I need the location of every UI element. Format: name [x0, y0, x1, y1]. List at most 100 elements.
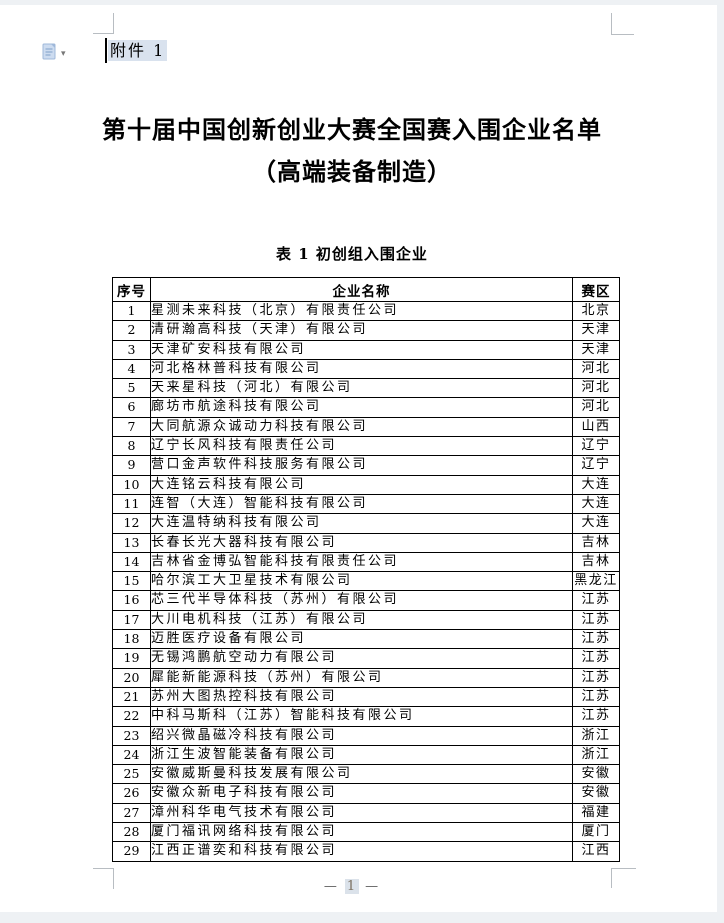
column-header-no: 序号	[112, 277, 151, 302]
row-number: 22	[112, 706, 151, 727]
region: 大连	[572, 513, 620, 534]
document-page[interactable]: ▾ 附件 1 第十届中国创新创业大赛全国赛入围企业名单 （高端装备制造） 表 1…	[0, 5, 717, 912]
region: 河北	[572, 397, 620, 418]
table-row: 14 吉林省金博弘智能科技有限责任公司 吉林	[112, 551, 620, 573]
company-name: 苏州大图热控科技有限公司	[150, 686, 573, 708]
row-number: 24	[112, 744, 151, 766]
region: 天津	[572, 339, 620, 360]
company-name: 天来星科技（河北）有限公司	[150, 378, 573, 399]
company-name: 吉林省金博弘智能科技有限责任公司	[150, 551, 573, 573]
table-row: 5 天来星科技（河北）有限公司 河北	[112, 378, 620, 399]
table-row: 11 连智（大连）智能科技有限公司 大连	[112, 493, 620, 515]
table-row: 17 大川电机科技（江苏）有限公司 江苏	[112, 609, 620, 631]
region: 天津	[572, 320, 620, 341]
region: 安徽	[572, 764, 620, 785]
region: 山西	[572, 416, 620, 438]
attachment-label-text: 附件 1	[108, 40, 168, 61]
table-row: 1 星测未来科技（北京）有限责任公司 北京	[112, 300, 620, 322]
row-number: 29	[112, 841, 151, 862]
row-number: 21	[112, 686, 151, 708]
row-number: 13	[112, 532, 151, 553]
region: 江西	[572, 841, 620, 862]
row-number: 10	[112, 474, 151, 495]
table-row: 23 绍兴微晶磁冷科技有限公司 浙江	[112, 725, 620, 746]
document-title-line1: 第十届中国创新创业大赛全国赛入围企业名单	[102, 115, 602, 144]
row-number: 18	[112, 629, 151, 650]
company-name: 大川电机科技（江苏）有限公司	[150, 609, 573, 631]
row-number: 7	[112, 416, 151, 438]
text-boundary-mark-bottom-right	[611, 868, 636, 888]
company-name: 无锡鸿鹏航空动力有限公司	[150, 648, 573, 669]
region: 江苏	[572, 686, 620, 708]
company-name: 天津矿安科技有限公司	[150, 339, 573, 360]
company-name: 长春长光大器科技有限公司	[150, 532, 573, 553]
table-row: 21 苏州大图热控科技有限公司 江苏	[112, 686, 620, 708]
region: 大连	[572, 493, 620, 515]
company-name: 厦门福讯网络科技有限公司	[150, 822, 573, 843]
row-number: 14	[112, 551, 151, 573]
document-title: 第十届中国创新创业大赛全国赛入围企业名单 （高端装备制造）	[93, 109, 611, 193]
row-number: 16	[112, 590, 151, 611]
region: 江苏	[572, 667, 620, 688]
table-row: 3 天津矿安科技有限公司 天津	[112, 339, 620, 360]
table-row: 19 无锡鸿鹏航空动力有限公司 江苏	[112, 648, 620, 669]
table-row: 24 浙江生波智能装备有限公司 浙江	[112, 744, 620, 766]
company-table-body: 1 星测未来科技（北京）有限责任公司 北京 2 清研瀚高科技（天津）有限公司 天津 3 天津矿…	[112, 300, 620, 862]
chevron-down-icon[interactable]: ▾	[61, 49, 66, 59]
table-row: 15 哈尔滨工大卫星技术有限公司 黑龙江	[112, 571, 620, 592]
region: 厦门	[572, 822, 620, 843]
company-name: 江西正谱奕和科技有限公司	[150, 841, 573, 862]
company-name: 中科马斯科（江苏）智能科技有限公司	[150, 706, 573, 727]
row-number: 23	[112, 725, 151, 746]
table-caption: 表 1 初创组入围企业	[276, 245, 428, 263]
company-name: 安徽众新电子科技有限公司	[150, 783, 573, 804]
text-boundary-mark-bottom-left	[93, 868, 114, 889]
table-row: 26 安徽众新电子科技有限公司 安徽	[112, 783, 620, 804]
document-title-line2: （高端装备制造）	[252, 157, 452, 186]
region: 大连	[572, 474, 620, 495]
table-row: 6 廊坊市航途科技有限公司 河北	[112, 397, 620, 418]
row-number: 1	[112, 300, 151, 322]
company-name: 迈胜医疗设备有限公司	[150, 629, 573, 650]
row-number: 4	[112, 358, 151, 380]
page-number: 1	[344, 879, 360, 894]
region: 江苏	[572, 706, 620, 727]
region: 江苏	[572, 629, 620, 650]
column-header-region: 赛区	[572, 277, 620, 302]
company-name: 漳州科华电气技术有限公司	[150, 802, 573, 824]
paste-options-button[interactable]: ▾	[42, 43, 76, 65]
row-number: 19	[112, 648, 151, 669]
row-number: 20	[112, 667, 151, 688]
table-row: 10 大连铭云科技有限公司 大连	[112, 474, 620, 495]
table-row: 12 大连温特纳科技有限公司 大连	[112, 513, 620, 534]
table-row: 13 长春长光大器科技有限公司 吉林	[112, 532, 620, 553]
company-table: 序号 企业名称 赛区 1 星测未来科技（北京）有限责任公司 北京 2 清研瀚高科技（天津）有…	[112, 277, 620, 862]
company-name: 河北格林普科技有限公司	[150, 358, 573, 380]
row-number: 8	[112, 436, 151, 457]
company-name: 芯三代半导体科技（苏州）有限公司	[150, 590, 573, 611]
company-name: 绍兴微晶磁冷科技有限公司	[150, 725, 573, 746]
region: 安徽	[572, 783, 620, 804]
region: 浙江	[572, 725, 620, 746]
row-number: 6	[112, 397, 151, 418]
region: 河北	[572, 378, 620, 399]
column-header-company-name: 企业名称	[150, 277, 573, 302]
row-number: 9	[112, 455, 151, 476]
region: 吉林	[572, 551, 620, 573]
table-row: 9 营口金声软件科技服务有限公司 辽宁	[112, 455, 620, 476]
table-row: 7 大同航源众诚动力科技有限公司 山西	[112, 416, 620, 438]
table-row: 8 辽宁长风科技有限责任公司 辽宁	[112, 436, 620, 457]
company-name: 清研瀚高科技（天津）有限公司	[150, 320, 573, 341]
company-name: 营口金声软件科技服务有限公司	[150, 455, 573, 476]
region: 辽宁	[572, 455, 620, 476]
text-boundary-mark-top-right	[611, 13, 634, 35]
company-name: 廊坊市航途科技有限公司	[150, 397, 573, 418]
row-number: 12	[112, 513, 151, 534]
company-name: 安徽威斯曼科技发展有限公司	[150, 764, 573, 785]
company-name: 浙江生波智能装备有限公司	[150, 744, 573, 766]
company-name: 大同航源众诚动力科技有限公司	[150, 416, 573, 438]
row-number: 3	[112, 339, 151, 360]
text-cursor	[105, 38, 107, 63]
footer-dash-left: —	[323, 879, 339, 894]
table-row: 27 漳州科华电气技术有限公司 福建	[112, 802, 620, 824]
